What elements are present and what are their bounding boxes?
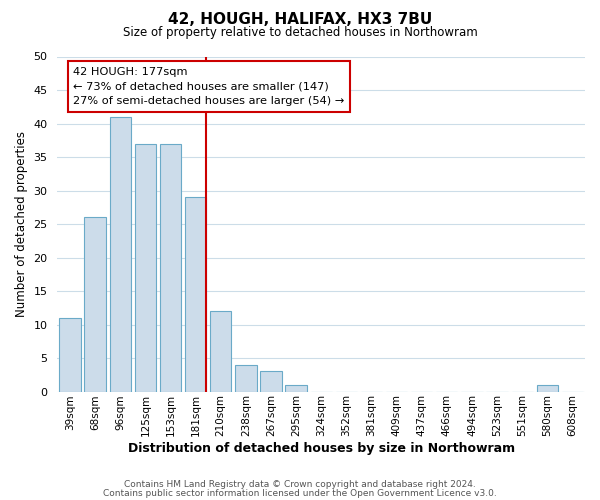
Bar <box>286 385 307 392</box>
Bar <box>235 364 257 392</box>
Bar <box>185 197 206 392</box>
Bar <box>134 144 156 392</box>
Bar <box>110 117 131 392</box>
Bar <box>260 372 281 392</box>
Text: 42 HOUGH: 177sqm
← 73% of detached houses are smaller (147)
27% of semi-detached: 42 HOUGH: 177sqm ← 73% of detached house… <box>73 66 344 106</box>
Bar <box>59 318 80 392</box>
Text: Contains HM Land Registry data © Crown copyright and database right 2024.: Contains HM Land Registry data © Crown c… <box>124 480 476 489</box>
X-axis label: Distribution of detached houses by size in Northowram: Distribution of detached houses by size … <box>128 442 515 455</box>
Text: Contains public sector information licensed under the Open Government Licence v3: Contains public sector information licen… <box>103 488 497 498</box>
Y-axis label: Number of detached properties: Number of detached properties <box>15 131 28 317</box>
Bar <box>210 311 232 392</box>
Bar <box>536 385 558 392</box>
Bar <box>160 144 181 392</box>
Bar <box>85 218 106 392</box>
Text: Size of property relative to detached houses in Northowram: Size of property relative to detached ho… <box>122 26 478 39</box>
Text: 42, HOUGH, HALIFAX, HX3 7BU: 42, HOUGH, HALIFAX, HX3 7BU <box>168 12 432 28</box>
